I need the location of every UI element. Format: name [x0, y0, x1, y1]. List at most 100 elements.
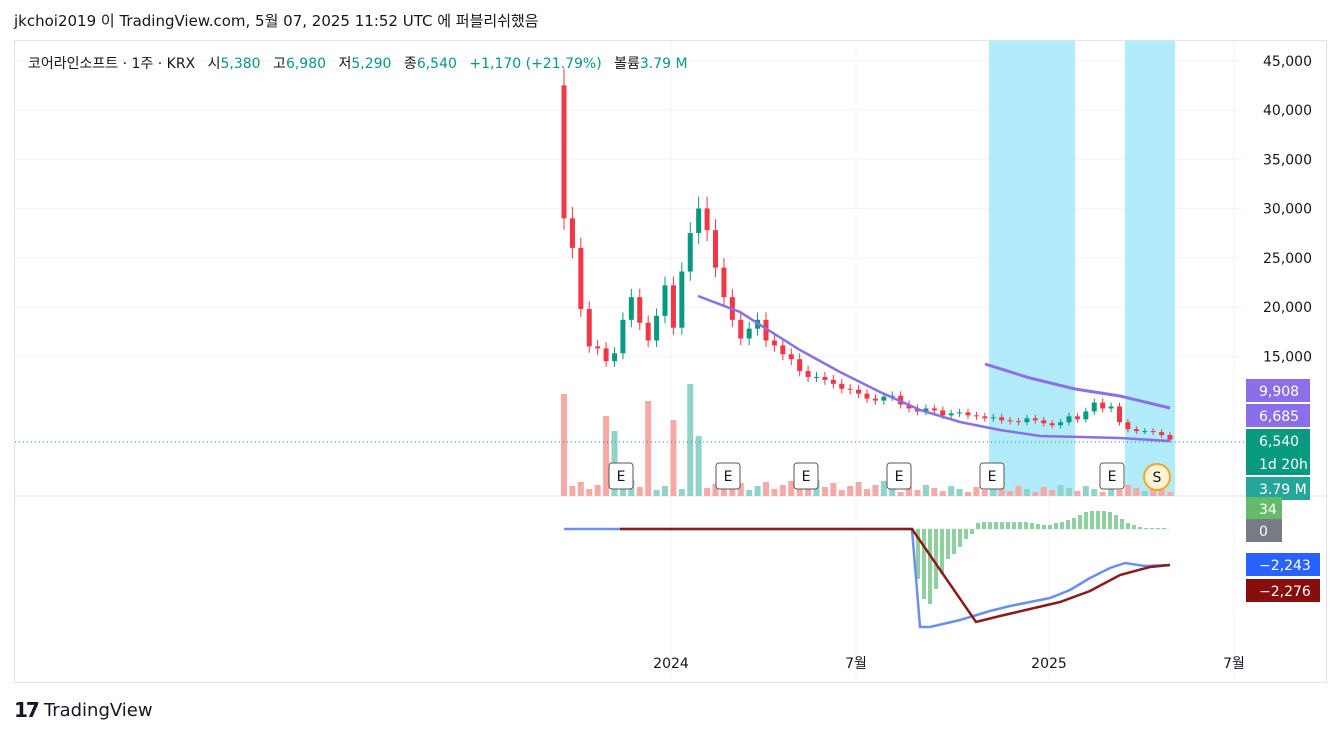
y-axis-tick-label: 15,000 — [1263, 349, 1312, 365]
volume-bar — [965, 492, 971, 496]
candle-body — [1032, 418, 1038, 421]
volume-bar — [779, 485, 786, 496]
candle-body — [670, 285, 676, 328]
macd-histogram-bar — [976, 523, 980, 529]
x-axis-tick-label: 2024 — [653, 656, 689, 672]
earnings-marker-label: E — [1108, 469, 1117, 485]
earnings-marker[interactable] — [793, 462, 819, 490]
price-axis-tag — [1246, 429, 1310, 452]
macd-histogram-bar — [1060, 522, 1064, 529]
volume-bar — [1124, 485, 1131, 496]
macd-histogram-bar — [994, 522, 998, 529]
macd-histogram-bar — [1144, 528, 1148, 529]
y-axis-tick-label: 20,000 — [1263, 300, 1312, 316]
volume-bar — [788, 481, 795, 496]
y-axis-tick-label: 40,000 — [1263, 103, 1312, 119]
open-value: 5,380 — [220, 56, 261, 72]
candle-body — [797, 359, 803, 372]
split-marker[interactable] — [1143, 463, 1171, 491]
volume-bar — [897, 492, 904, 496]
candle-body — [864, 393, 870, 399]
high-value: 6,980 — [285, 56, 327, 72]
volume-bar — [1099, 492, 1106, 496]
earnings-marker-label: E — [724, 469, 733, 485]
volume-bar — [931, 488, 938, 496]
volume-bar — [737, 483, 744, 496]
low-label: 저 — [338, 56, 352, 72]
candle-body — [620, 319, 626, 354]
earnings-marker[interactable] — [715, 462, 741, 490]
volume-bar — [1091, 489, 1098, 496]
volume-bar — [889, 488, 896, 496]
candle-body — [1083, 411, 1089, 420]
open-label: 시 — [207, 56, 221, 72]
macd-histogram-bar — [1114, 515, 1118, 529]
candle-body — [654, 315, 660, 341]
price-axis-tag — [1246, 404, 1310, 427]
volume-bar — [872, 485, 879, 496]
volume-bar — [830, 483, 837, 496]
candle-body — [1074, 416, 1080, 420]
candle-body — [612, 353, 617, 362]
volume-bar — [653, 490, 660, 496]
volume-bar — [939, 491, 946, 496]
volume-bar — [729, 487, 736, 496]
macd-histogram-bar — [940, 529, 944, 574]
candle-body — [637, 297, 643, 323]
volume-bar — [1040, 487, 1047, 496]
volume-bar — [1158, 489, 1165, 496]
indicator-axis-tag-label: −2,276 — [1259, 584, 1311, 600]
candle-body — [982, 416, 988, 419]
candle-body — [721, 267, 727, 298]
candle-body — [569, 218, 575, 248]
volume-bar — [695, 436, 702, 496]
candle-body — [561, 85, 567, 219]
candle-body — [1058, 422, 1064, 426]
price-axis-tag — [1246, 379, 1310, 402]
candle-body — [771, 340, 777, 346]
earnings-marker[interactable] — [886, 462, 912, 490]
x-axis-tick-label: 7월 — [1223, 656, 1245, 672]
macd-histogram-bar — [1162, 528, 1166, 529]
candle-body — [999, 417, 1005, 421]
candle-body — [931, 408, 937, 411]
volume-bar — [1133, 488, 1140, 496]
candle-body — [1049, 423, 1055, 426]
earnings-marker[interactable] — [608, 462, 634, 490]
macd-histogram-bar — [1030, 523, 1034, 529]
volume-bar — [914, 490, 921, 496]
earnings-marker[interactable] — [979, 462, 1005, 490]
moving-average-long-line — [984, 362, 1171, 410]
volume-bar — [1167, 492, 1173, 496]
candle-body — [881, 396, 887, 401]
macd-histogram-bar — [1078, 515, 1082, 529]
earnings-marker-label: E — [802, 469, 811, 485]
y-axis-tick-label: 35,000 — [1263, 152, 1312, 168]
volume-bar — [956, 489, 963, 496]
candle-body — [973, 415, 979, 417]
volume-label: 볼륨 — [614, 56, 640, 72]
volume-bar — [662, 486, 668, 496]
volume-bar — [645, 401, 652, 496]
tradingview-footer[interactable]: 17 TradingView — [14, 698, 153, 722]
volume-bar — [712, 484, 719, 496]
volume-bar — [1049, 490, 1056, 496]
indicator-axis-tag — [1246, 579, 1320, 602]
volume-bar — [805, 484, 812, 496]
macd-histogram-bar — [1132, 525, 1136, 529]
session-highlight-zone — [989, 41, 1075, 496]
candle-body — [847, 388, 853, 390]
high-label: 고 — [273, 56, 286, 72]
candle-body — [839, 383, 845, 389]
volume-bar — [1141, 491, 1148, 496]
volume-bar — [569, 486, 576, 496]
macd-histogram-bar — [1150, 528, 1154, 529]
volume-bar — [754, 486, 761, 496]
signal-line — [620, 527, 1171, 624]
candle-body — [662, 285, 668, 316]
volume-bar — [561, 394, 567, 496]
candle-body — [1066, 416, 1072, 423]
macd-histogram-bar — [1072, 518, 1076, 529]
earnings-marker[interactable] — [1099, 462, 1125, 490]
